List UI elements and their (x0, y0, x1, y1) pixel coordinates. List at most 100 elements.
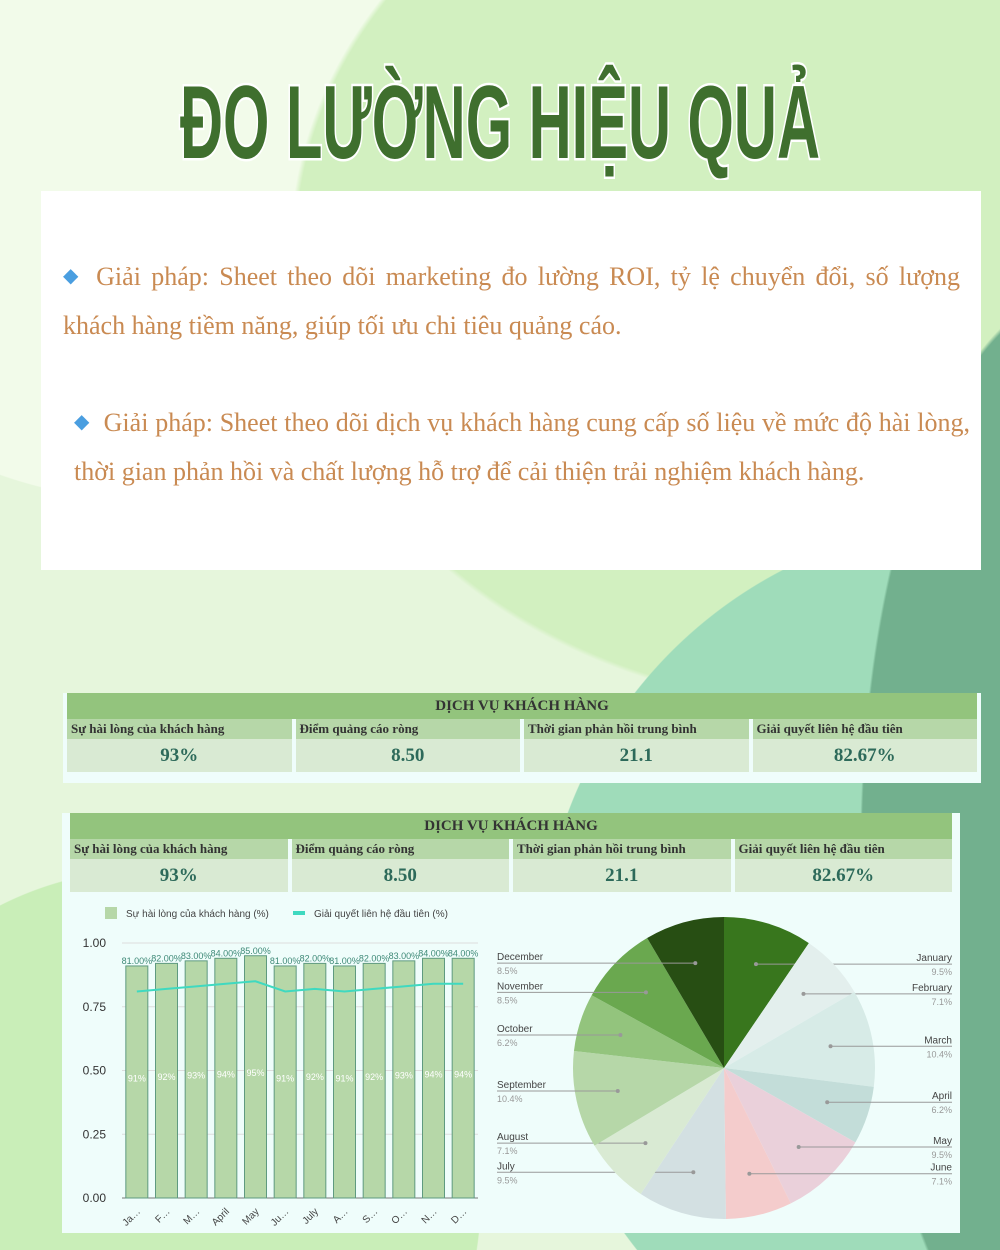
kpi-value: 8.50 (295, 739, 520, 772)
x-tick-label: F… (153, 1206, 172, 1225)
pie-leader-dot (615, 1089, 620, 1094)
pie-leader-dot (796, 1145, 801, 1150)
bar-data-label: 91% (128, 1073, 146, 1083)
bar (303, 962, 327, 1199)
y-tick-label: 0.25 (83, 1127, 107, 1141)
kpi-cell: Giải quyết liên hệ đầu tiên 82.67% (752, 719, 977, 772)
paragraph: ◆ Giải pháp: Sheet theo dõi dịch vụ khách… (74, 398, 970, 496)
pie-label: August (497, 1132, 528, 1143)
kpi-value: 93% (67, 739, 292, 772)
legend-swatch-line (293, 911, 305, 915)
bar-data-label: 94% (424, 1069, 442, 1079)
pie-slice (594, 1068, 724, 1194)
pie-slice (640, 1068, 726, 1219)
bar (451, 957, 475, 1199)
pie-label: January (916, 953, 952, 964)
pie-label: February (912, 983, 952, 994)
line-data-label: 83.00% (389, 951, 420, 961)
bar-data-label: 91% (335, 1073, 353, 1083)
line-series (136, 980, 464, 993)
pie-chart: January 9.5% February 7.1% March 10.4% April 6.… (497, 917, 952, 1219)
bar (392, 960, 416, 1199)
pie-pct: 6.2% (497, 1038, 518, 1048)
pie-pct: 8.5% (497, 966, 518, 976)
pie-label: July (497, 1161, 515, 1172)
x-tick-label: S… (361, 1206, 381, 1226)
bar (362, 962, 386, 1199)
pie-label: May (933, 1136, 952, 1147)
pie-leader-dot (747, 1171, 752, 1176)
pie-slice (724, 1068, 856, 1204)
line-data-label: 81.00% (122, 956, 153, 966)
bar-data-label: 93% (187, 1071, 205, 1081)
line-data-label: 83.00% (181, 951, 212, 961)
pie-leader-dot (828, 1044, 833, 1049)
bar (333, 965, 356, 1199)
pie-slice (647, 917, 724, 1068)
pie-pct: 7.1% (931, 1177, 952, 1187)
kpi-cell: Giải quyết liên hệ đầu tiên 82.67% (734, 839, 952, 892)
line-data-label: 81.00% (329, 956, 360, 966)
pie-label: April (932, 1091, 952, 1102)
pie-leader-dot (825, 1100, 830, 1105)
pie-leader-dot (618, 1033, 623, 1038)
line-data-label: 84.00% (211, 948, 242, 958)
pie-slice (724, 1068, 791, 1219)
y-tick-label: 0.50 (83, 1064, 107, 1078)
pie-pct: 10.4% (926, 1049, 952, 1059)
bar-data-label: 95% (246, 1068, 264, 1078)
diamond-icon: ◆ (63, 265, 83, 287)
y-tick-label: 0.00 (83, 1191, 107, 1205)
pie-label: September (497, 1080, 547, 1091)
text-box: ◆ Giải pháp: Sheet theo dõi marketing đo … (41, 191, 981, 570)
pie-slice (724, 991, 875, 1087)
line-data-label: 81.00% (270, 956, 301, 966)
kpi-value: 93% (70, 859, 288, 892)
pie-label: March (924, 1035, 952, 1046)
page-title-graphic: ĐO LƯỜNG HIỆU QUẢ (178, 63, 823, 181)
kpi-label: Điểm quảng cáo ròng (295, 719, 520, 739)
pie-leader-dot (693, 961, 698, 966)
y-tick-label: 0.75 (83, 1000, 107, 1014)
pie-pct: 9.5% (931, 967, 952, 977)
x-tick-label: M… (182, 1206, 203, 1227)
kpi-label: Thời gian phản hồi trung bình (524, 719, 749, 739)
legend-swatch-bar (105, 907, 117, 919)
bar-data-label: 92% (306, 1072, 324, 1082)
kpi-cell: Thời gian phản hồi trung bình 21.1 (524, 719, 749, 772)
x-tick-label: N… (420, 1206, 440, 1226)
bar (422, 957, 445, 1199)
pie-leader-dot (643, 1141, 648, 1146)
bar (155, 962, 178, 1199)
page-title: ĐO LƯỜNG HIỆU QUẢ (180, 65, 820, 180)
bar-data-label: 91% (276, 1073, 294, 1083)
pie-label: October (497, 1024, 533, 1035)
bar-data-label: 94% (454, 1069, 472, 1079)
combo-chart: Sự hài lòng của khách hàng (%) Giải quyết… (83, 907, 478, 1229)
x-tick-label: Ja… (121, 1206, 143, 1228)
pie-leader-dot (691, 1170, 696, 1175)
paragraph-text: Giải pháp: Sheet theo dõi dịch vụ khách … (74, 408, 970, 486)
x-tick-label: D… (449, 1206, 469, 1226)
kpi-cell: Điểm quảng cáo ròng 8.50 (295, 719, 520, 772)
legend-label: Giải quyết liên hệ đầu tiên (%) (314, 908, 448, 920)
pie-leader-dot (753, 962, 758, 967)
pie-label: November (497, 981, 544, 992)
x-tick-label: May (240, 1206, 261, 1227)
bar-data-label: 94% (217, 1069, 235, 1079)
kpi-cell: Thời gian phản hồi trung bình 21.1 (513, 839, 731, 892)
kpi-label: Sự hài lòng của khách hàng (70, 839, 288, 859)
kpi-value: 21.1 (524, 739, 749, 772)
pie-pct: 10.4% (497, 1094, 523, 1104)
x-tick-label: O… (390, 1206, 410, 1226)
x-tick-label: July (301, 1206, 321, 1226)
pie-label: June (930, 1163, 952, 1174)
kpi-label: Điểm quảng cáo ròng (291, 839, 509, 859)
kpi-table: DỊCH VỤ KHÁCH HÀNG Sự hài lòng của khách… (62, 813, 960, 895)
bar (125, 965, 149, 1199)
pie-pct: 8.5% (497, 995, 518, 1005)
bar-data-label: 92% (157, 1072, 175, 1082)
line-data-label: 85.00% (240, 946, 271, 956)
pie-slice (724, 917, 809, 1068)
line-data-label: 82.00% (300, 953, 331, 963)
